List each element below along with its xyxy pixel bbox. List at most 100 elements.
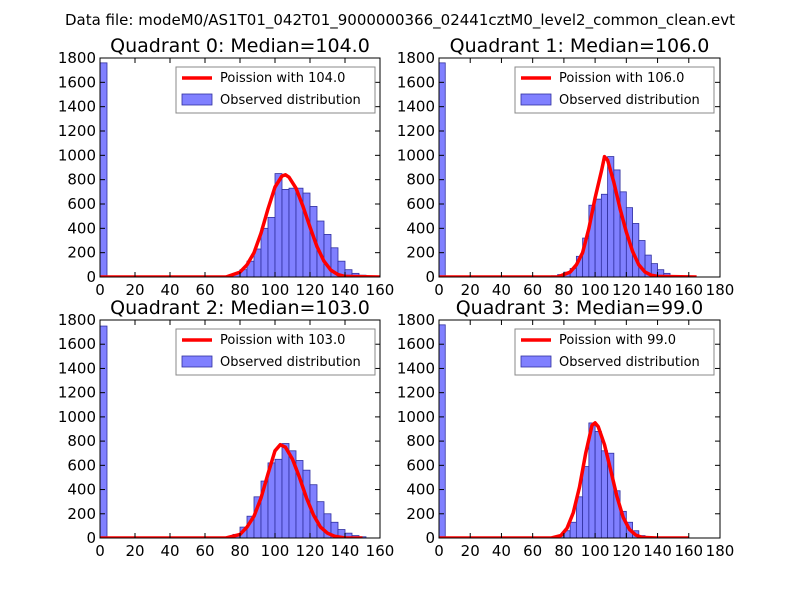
- legend-bar-label: Observed distribution: [220, 93, 361, 108]
- x-tick-label: 160: [366, 281, 395, 299]
- y-tick-label: 1400: [58, 98, 96, 116]
- legend-curve-label: Poission with 103.0: [220, 333, 345, 348]
- y-tick-label: 200: [406, 244, 435, 262]
- histogram-bar: [288, 187, 297, 277]
- x-tick-label: 120: [296, 281, 325, 299]
- histogram-bar: [439, 62, 446, 277]
- x-tick-label: 60: [195, 542, 214, 560]
- legend: Poission with 103.0 Observed distribution: [175, 328, 376, 376]
- x-tick-label: 0: [95, 542, 105, 560]
- y-tick-label: 1800: [397, 311, 435, 329]
- legend-bar-swatch: [520, 93, 552, 106]
- y-tick-label: 1000: [58, 146, 96, 164]
- y-tick-label: 200: [67, 244, 96, 262]
- y-tick-label: 600: [67, 456, 96, 474]
- x-tick-label: 0: [434, 281, 444, 299]
- y-tick-label: 600: [406, 456, 435, 474]
- histogram-bar: [594, 198, 602, 277]
- y-tick-label: 1800: [58, 49, 96, 67]
- quadrant-2-chart: Quadrant 2: Median=103.0 0 20 40 60 80 100 120 1…: [58, 297, 395, 560]
- chart-title: Quadrant 3: Median=99.0: [456, 297, 704, 319]
- x-tick-label: 160: [674, 542, 703, 560]
- y-tick-label: 400: [406, 219, 435, 237]
- y-tick-label: 1000: [58, 408, 96, 426]
- y-tick-label: 1800: [58, 311, 96, 329]
- x-tick-label: 180: [706, 542, 735, 560]
- legend-bar-label: Observed distribution: [220, 355, 361, 370]
- x-tick-label: 100: [581, 542, 610, 560]
- legend-curve-label: Poission with 106.0: [559, 71, 684, 86]
- x-tick-label: 40: [160, 281, 179, 299]
- y-tick-label: 1200: [397, 122, 435, 140]
- x-tick-label: 80: [554, 542, 573, 560]
- x-tick-label: 140: [643, 281, 672, 299]
- poisson-curve: [100, 173, 380, 277]
- histogram-bar: [600, 450, 608, 538]
- x-tick-label: 100: [261, 542, 290, 560]
- chart-title: Quadrant 2: Median=103.0: [110, 297, 370, 319]
- x-tick-label: 120: [612, 281, 641, 299]
- y-tick-label: 400: [67, 481, 96, 499]
- y-tick-label: 0: [86, 529, 96, 547]
- y-tick-label: 1200: [397, 384, 435, 402]
- x-tick-label: 20: [461, 281, 480, 299]
- x-tick-label: 20: [125, 542, 144, 560]
- x-tick-label: 80: [554, 281, 573, 299]
- legend-bar-swatch: [181, 93, 213, 106]
- x-tick-label: 140: [643, 542, 672, 560]
- histogram-bar: [100, 325, 108, 538]
- x-tick-label: 80: [230, 542, 249, 560]
- legend-bar-swatch: [520, 355, 552, 368]
- y-tick-label: 200: [406, 505, 435, 523]
- legend-curve-label: Poission with 104.0: [220, 71, 345, 86]
- histogram-bar: [600, 193, 608, 277]
- y-tick-label: 1800: [397, 49, 435, 67]
- y-tick-label: 1000: [397, 408, 435, 426]
- histogram-bar: [569, 521, 577, 538]
- plot-frame: [438, 57, 721, 278]
- y-tick-label: 1000: [397, 146, 435, 164]
- histogram-bar: [267, 216, 276, 277]
- x-tick-label: 60: [523, 281, 542, 299]
- legend: Poission with 99.0 Observed distribution: [514, 328, 715, 376]
- poisson-curve: [439, 154, 697, 277]
- x-tick-label: 40: [160, 542, 179, 560]
- quadrant-1-chart: Quadrant 1: Median=106.00 20 40 60 80 100 120 1…: [397, 35, 735, 299]
- x-tick-label: 160: [366, 542, 395, 560]
- y-tick-label: 1600: [397, 335, 435, 353]
- x-tick-label: 60: [523, 542, 542, 560]
- legend-bar-label: Observed distribution: [559, 93, 700, 108]
- histogram-bar: [274, 458, 283, 538]
- x-tick-label: 120: [612, 542, 641, 560]
- y-tick-label: 800: [67, 171, 96, 189]
- legend-bar-label: Observed distribution: [559, 355, 700, 370]
- x-tick-label: 100: [261, 281, 290, 299]
- chart-title: Quadrant 1: Median=106.0: [450, 35, 710, 57]
- y-tick-label: 400: [406, 481, 435, 499]
- plot-frame: [438, 319, 721, 539]
- poisson-curve: [439, 421, 689, 538]
- histogram-bar: [582, 466, 590, 538]
- histogram-bar: [594, 431, 602, 538]
- x-tick-label: 0: [95, 281, 105, 299]
- figure-title: Data file: modeM0/AS1T01_042T01_90000003…: [65, 11, 735, 30]
- y-tick-label: 0: [86, 268, 96, 286]
- x-tick-label: 160: [674, 281, 703, 299]
- legend: Poission with 104.0 Observed distribution: [175, 66, 376, 114]
- x-tick-label: 80: [230, 281, 249, 299]
- y-tick-label: 1600: [397, 73, 435, 91]
- x-tick-label: 40: [492, 542, 511, 560]
- x-tick-label: 0: [434, 542, 444, 560]
- legend-curve-label: Poission with 99.0: [559, 333, 676, 348]
- y-tick-label: 1600: [58, 73, 96, 91]
- y-tick-label: 1400: [397, 359, 435, 377]
- quadrant-0-chart: Quadrant 0: Median=104.0 0 20 40 60 80 100 120 1…: [58, 35, 395, 299]
- x-tick-label: 120: [296, 542, 325, 560]
- x-tick-label: 140: [331, 281, 360, 299]
- y-tick-label: 0: [425, 268, 435, 286]
- histogram-bar: [439, 324, 446, 538]
- y-tick-label: 0: [425, 529, 435, 547]
- x-tick-label: 40: [492, 281, 511, 299]
- x-tick-label: 180: [706, 281, 735, 299]
